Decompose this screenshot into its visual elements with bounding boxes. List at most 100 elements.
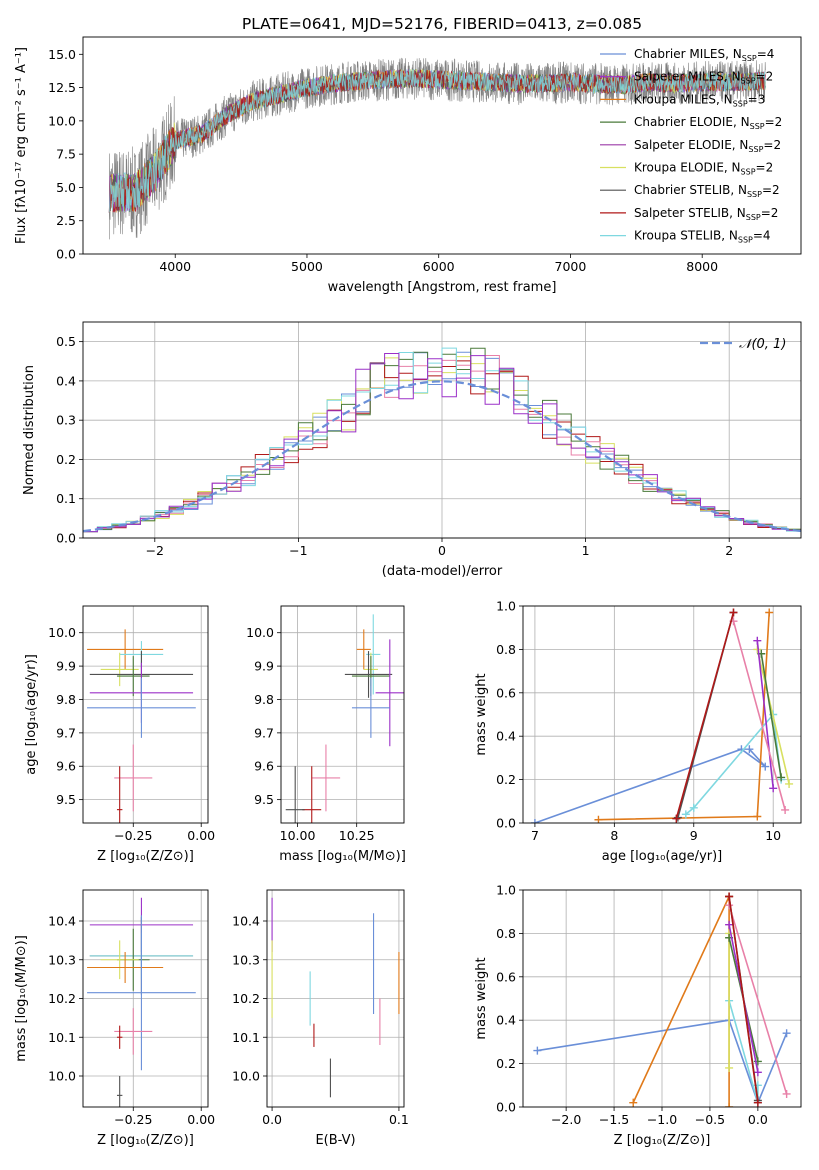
weight-series-line xyxy=(760,653,782,778)
weight-marker xyxy=(777,773,786,782)
y-tick-label: 9.9 xyxy=(56,659,76,674)
y-tick-label: 0.4 xyxy=(496,1013,516,1028)
axes: 10.00 10.25 9.5 9.6 9.7 9.8 9.9 10.0 mass [log₁₀… xyxy=(246,605,406,864)
x-tick-label: 0.0 xyxy=(748,1112,768,1127)
panel-weight_vs_age: 7 8 9 10 0.0 0.2 0.4 0.6 0.8 1.0 age [log₁₀(age/yr… xyxy=(474,599,802,864)
y-tick-label: 9.5 xyxy=(56,792,76,807)
grid xyxy=(83,890,208,1107)
x-axis-label: mass [log₁₀(M/M⊙)] xyxy=(279,849,406,864)
y-tick-label: 10.3 xyxy=(232,952,260,967)
grid xyxy=(523,889,801,1108)
grid xyxy=(281,606,404,823)
y-tick-label: 10.0 xyxy=(48,625,76,640)
axes-frame xyxy=(522,605,802,824)
weight-series xyxy=(725,929,734,1072)
grid xyxy=(83,606,208,823)
x-tick-label: 0.0 xyxy=(262,1112,282,1127)
weight-marker xyxy=(745,745,754,754)
plot-area xyxy=(87,897,196,1107)
y-tick-label: 10.0 xyxy=(48,113,76,128)
y-tick-label: 9.7 xyxy=(254,725,274,740)
y-tick-label: 0.8 xyxy=(496,926,516,941)
y-tick-label: 0.2 xyxy=(56,452,76,467)
errorbar-point xyxy=(87,952,164,983)
errorbar-point xyxy=(116,1076,123,1107)
legend-entry: Salpeter ELODIE, NSSP=2 xyxy=(634,138,781,154)
errorbar-point xyxy=(87,915,196,1071)
x-tick-label: 4000 xyxy=(159,259,191,274)
weight-series-line xyxy=(534,748,766,823)
weight-series xyxy=(753,636,778,793)
normal-curve xyxy=(83,380,801,533)
panel-mass_vs_ebv: 0.0 0.1 10.0 10.1 10.2 10.3 10.4 E(B-V) xyxy=(232,889,409,1148)
weight-marker xyxy=(681,810,690,819)
y-tick-label: 2.5 xyxy=(56,213,76,228)
weight-series xyxy=(629,892,734,1107)
errorbar-point xyxy=(116,656,150,697)
y-tick-label: 9.7 xyxy=(56,725,76,740)
y-tick-label: 15.0 xyxy=(48,47,76,62)
weight-marker xyxy=(672,814,681,823)
y-tick-label: 10.0 xyxy=(246,625,274,640)
panel-mass_vs_Z: −0.25 0.00 10.0 10.1 10.2 10.3 10.4 Z [log₁₀(Z/… xyxy=(14,889,215,1148)
x-tick-label: 5000 xyxy=(291,259,323,274)
weight-marker xyxy=(725,901,734,910)
normal-legend-label: 𝒩(0, 1) xyxy=(739,337,786,352)
x-tick-label: 10.00 xyxy=(280,828,316,843)
grid xyxy=(267,890,404,1107)
x-tick-label: −0.25 xyxy=(114,828,152,843)
figure-title: PLATE=0641, MJD=52176, FIBERID=0413, z=0… xyxy=(242,15,642,33)
y-axis-label: mass [log₁₀(M/M⊙)] xyxy=(14,935,29,1062)
errorbar-point xyxy=(114,744,153,812)
x-tick-label: −2 xyxy=(146,543,164,558)
y-tick-label: 0.6 xyxy=(496,969,516,984)
x-tick-label: 1 xyxy=(582,543,590,558)
y-tick-label: 0.5 xyxy=(56,334,76,349)
legend-entry: Kroupa MILES, NSSP=3 xyxy=(634,92,765,108)
y-tick-label: 9.6 xyxy=(56,759,76,774)
weight-marker xyxy=(689,803,698,812)
y-tick-label: 0.3 xyxy=(56,413,76,428)
errorbar-point xyxy=(87,629,164,670)
y-tick-label: 0.8 xyxy=(496,642,516,657)
panel-residuals: −2 −1 0 1 2 0.0 0.1 0.2 0.3 0.4 0.5 (data-model)/er… xyxy=(22,321,802,579)
plot-area xyxy=(530,608,794,823)
legend-entry: Kroupa ELODIE, NSSP=2 xyxy=(634,161,773,177)
y-tick-label: 0.4 xyxy=(56,373,76,388)
plot-area xyxy=(108,57,766,240)
axes: 7 8 9 10 0.0 0.2 0.4 0.6 0.8 1.0 age [log₁₀(age/yr… xyxy=(474,599,802,864)
legend-entry: Salpeter MILES, NSSP=2 xyxy=(634,70,773,86)
spectrum-legend: Chabrier MILES, NSSP=4 Salpeter MILES, NS… xyxy=(600,47,782,245)
plot-area xyxy=(285,614,404,823)
x-tick-label: 2 xyxy=(725,543,733,558)
x-tick-label: −1.5 xyxy=(599,1112,629,1127)
x-tick-label: 0.1 xyxy=(389,1112,409,1127)
errorbar-point xyxy=(114,1008,153,1055)
x-axis-label: (data-model)/error xyxy=(382,564,503,579)
weight-series-line xyxy=(756,640,774,789)
weight-series-line xyxy=(728,904,788,1095)
y-tick-label: 1.0 xyxy=(496,883,516,898)
weight-marker xyxy=(725,1063,734,1072)
y-tick-label: 9.8 xyxy=(56,692,76,707)
weight-series-line xyxy=(685,712,782,815)
panel-spectrum: 4000 5000 6000 7000 8000 0.0 2.5 5.0 7.5 10.0 12.5… xyxy=(14,36,802,295)
y-axis-label: Flux [fλ10⁻¹⁷ erg cm⁻² s⁻¹ A⁻¹] xyxy=(14,47,29,244)
x-tick-label: 0 xyxy=(438,543,446,558)
x-tick-label: 7000 xyxy=(555,259,587,274)
histogram-step xyxy=(83,353,801,533)
weight-marker xyxy=(753,636,762,645)
axes: 4000 5000 6000 7000 8000 0.0 2.5 5.0 7.5 10.0 12.5… xyxy=(14,36,802,295)
x-tick-label: 0.00 xyxy=(187,1112,215,1127)
y-tick-label: 9.9 xyxy=(254,659,274,674)
y-axis-label: mass weight xyxy=(474,957,489,1039)
y-axis-label: age [log₁₀(age/yr)] xyxy=(24,654,39,775)
y-tick-label: 10.3 xyxy=(48,952,76,967)
axes: −0.25 0.00 9.5 9.6 9.7 9.8 9.9 10.0 Z [log₁₀(Z/Z… xyxy=(24,605,215,864)
errorbar-point xyxy=(100,652,139,687)
y-tick-label: 10.4 xyxy=(232,914,260,929)
x-tick-label: 10 xyxy=(765,828,781,843)
y-tick-label: 12.5 xyxy=(48,80,76,95)
weight-series-line xyxy=(732,620,786,811)
